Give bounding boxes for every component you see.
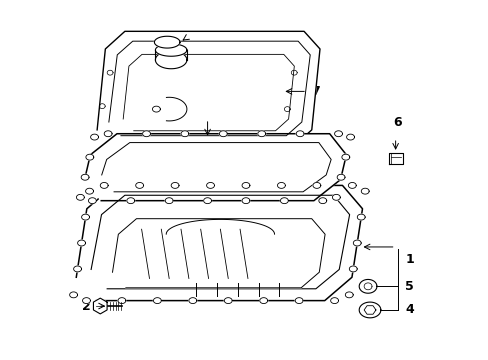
Polygon shape <box>97 31 319 148</box>
Polygon shape <box>348 266 356 272</box>
Polygon shape <box>81 174 89 180</box>
Polygon shape <box>280 198 288 204</box>
Polygon shape <box>364 283 371 290</box>
Polygon shape <box>78 240 85 246</box>
Polygon shape <box>102 143 330 192</box>
Polygon shape <box>142 131 150 137</box>
Polygon shape <box>84 134 346 201</box>
Polygon shape <box>357 214 365 220</box>
Text: 1: 1 <box>405 253 413 266</box>
Polygon shape <box>296 131 304 137</box>
Polygon shape <box>118 298 125 303</box>
Text: 5: 5 <box>405 280 413 293</box>
Polygon shape <box>126 198 135 204</box>
Polygon shape <box>93 298 107 314</box>
Polygon shape <box>318 198 326 204</box>
Text: 3: 3 <box>203 98 211 111</box>
Polygon shape <box>332 194 340 200</box>
Polygon shape <box>153 298 161 303</box>
Polygon shape <box>295 298 303 303</box>
Text: 2: 2 <box>81 300 90 312</box>
Text: 6: 6 <box>392 116 401 129</box>
Polygon shape <box>364 306 375 314</box>
Polygon shape <box>171 183 179 188</box>
Polygon shape <box>359 302 380 318</box>
Polygon shape <box>90 134 98 140</box>
Polygon shape <box>86 154 94 160</box>
Polygon shape <box>312 183 320 188</box>
Polygon shape <box>82 298 90 303</box>
Polygon shape <box>219 131 227 137</box>
Polygon shape <box>203 198 211 204</box>
Polygon shape <box>136 183 143 188</box>
Polygon shape <box>104 131 112 137</box>
Text: 7: 7 <box>310 85 319 98</box>
Polygon shape <box>242 198 249 204</box>
Polygon shape <box>123 54 294 131</box>
Polygon shape <box>257 131 265 137</box>
Polygon shape <box>334 131 342 137</box>
Polygon shape <box>341 154 349 160</box>
Polygon shape <box>388 153 402 164</box>
Text: 4: 4 <box>405 303 413 316</box>
Polygon shape <box>76 194 84 200</box>
Polygon shape <box>347 183 356 188</box>
Polygon shape <box>259 298 267 303</box>
Polygon shape <box>76 185 362 301</box>
Polygon shape <box>361 188 368 194</box>
Polygon shape <box>74 266 81 272</box>
Polygon shape <box>85 188 93 194</box>
Polygon shape <box>155 51 186 69</box>
Polygon shape <box>242 183 249 188</box>
Polygon shape <box>346 134 354 140</box>
Polygon shape <box>155 44 186 56</box>
Polygon shape <box>206 183 214 188</box>
Polygon shape <box>88 198 96 204</box>
Polygon shape <box>277 183 285 188</box>
Polygon shape <box>81 214 89 220</box>
Polygon shape <box>112 219 325 288</box>
Polygon shape <box>188 298 196 303</box>
Polygon shape <box>337 174 345 180</box>
Polygon shape <box>345 292 352 298</box>
Polygon shape <box>353 240 361 246</box>
Polygon shape <box>330 298 338 303</box>
Text: 8: 8 <box>190 32 199 45</box>
Polygon shape <box>91 195 349 289</box>
Polygon shape <box>224 298 232 303</box>
Polygon shape <box>154 36 180 48</box>
Polygon shape <box>181 131 188 137</box>
Polygon shape <box>359 279 376 293</box>
Polygon shape <box>69 292 78 298</box>
Polygon shape <box>100 183 108 188</box>
Polygon shape <box>165 198 173 204</box>
